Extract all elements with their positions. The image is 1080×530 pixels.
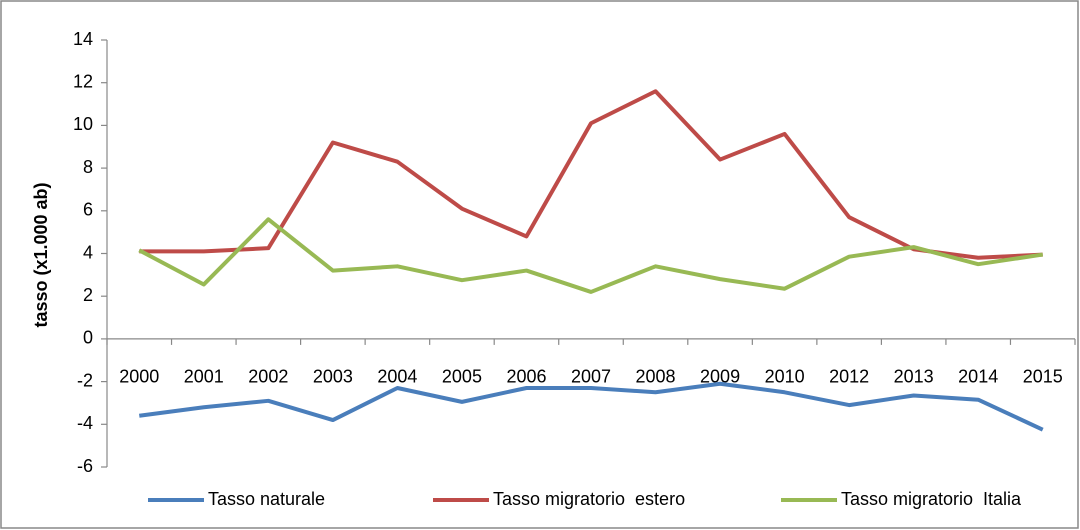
series-line — [139, 89, 1043, 260]
x-tick-label: 2013 — [894, 367, 934, 387]
x-tick-label: 2000 — [119, 367, 159, 387]
x-tick-label: 2010 — [765, 367, 805, 387]
x-tick-label: 2005 — [442, 367, 482, 387]
x-tick-label: 2012 — [829, 367, 869, 387]
y-tick-label: 10 — [73, 114, 93, 134]
y-tick-label: 2 — [83, 285, 93, 305]
legend-label: Tasso naturale — [208, 489, 325, 509]
series-line — [139, 381, 1044, 432]
legend-label: Tasso migratorio estero — [493, 489, 685, 509]
y-tick-label: 6 — [83, 200, 93, 220]
x-tick-label: 2006 — [506, 367, 546, 387]
x-tick-label: 2003 — [313, 367, 353, 387]
x-tick-label: 2015 — [1023, 367, 1063, 387]
x-tick-label: 2007 — [571, 367, 611, 387]
x-tick-label: 2004 — [377, 367, 417, 387]
x-tick-label: 2008 — [636, 367, 676, 387]
x-tick-label: 2014 — [958, 367, 998, 387]
y-tick-label: -4 — [77, 413, 93, 433]
y-axis-label: tasso (x1.000 ab) — [31, 182, 51, 327]
y-tick-label: -2 — [77, 370, 93, 390]
x-tick-label: 2001 — [184, 367, 224, 387]
y-tick-label: 8 — [83, 157, 93, 177]
legend-label: Tasso migratorio Italia — [841, 489, 1022, 509]
y-tick-label: 14 — [73, 29, 93, 49]
series-line — [138, 217, 1044, 294]
y-tick-label: 0 — [83, 328, 93, 348]
y-tick-label: 12 — [73, 71, 93, 91]
y-tick-label: -6 — [77, 456, 93, 476]
y-tick-label: 4 — [83, 242, 93, 262]
x-tick-label: 2002 — [248, 367, 288, 387]
x-tick-label: 2009 — [700, 367, 740, 387]
